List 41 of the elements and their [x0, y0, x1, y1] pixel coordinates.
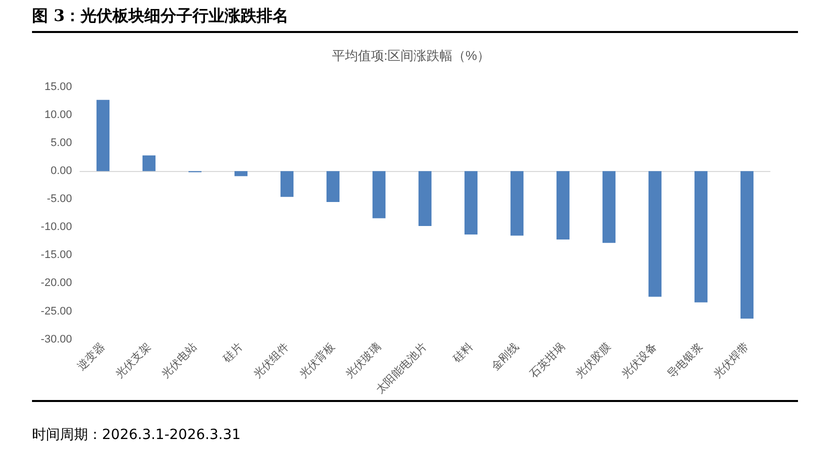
bar — [234, 171, 248, 176]
x-tick-label: 光伏电站 — [158, 340, 200, 381]
x-tick-label: 光伏支架 — [112, 340, 154, 381]
y-tick-label: -15.00 — [40, 249, 72, 262]
x-tick-label: 导电银浆 — [664, 340, 706, 381]
y-tick-label: -30.00 — [40, 333, 72, 346]
text: 时间周期：2026.3.1-2026.3.31 — [32, 400, 798, 444]
y-tick-label: -5.00 — [46, 193, 72, 206]
bar — [602, 171, 616, 243]
bar — [694, 171, 708, 302]
x-tick-label: 石英坩埚 — [526, 340, 568, 381]
bar — [326, 171, 340, 202]
bar — [372, 171, 386, 218]
bar — [418, 171, 432, 226]
x-tick-label: 硅片 — [220, 340, 246, 366]
chart-title: 图 3：光伏板块细分子行业涨跌排名 — [32, 6, 798, 33]
x-tick-label: 光伏背板 — [296, 340, 338, 381]
y-tick-label: 5.00 — [50, 137, 72, 150]
bar — [142, 155, 156, 172]
y-tick-label: 0.00 — [50, 165, 72, 178]
bar — [464, 171, 478, 234]
x-tick-label: 光伏组件 — [250, 340, 292, 381]
x-tick-label: 逆变器 — [74, 340, 108, 373]
y-tick-label: -25.00 — [40, 305, 72, 318]
y-tick-label: -10.00 — [40, 221, 72, 234]
x-tick-label: 光伏设备 — [618, 340, 660, 381]
bar — [556, 171, 570, 240]
bar — [740, 171, 754, 319]
bar — [648, 171, 662, 297]
chart-subtitle: 平均值项:区间涨跌幅（%） — [332, 48, 490, 63]
bar — [510, 171, 524, 236]
y-tick-label: -20.00 — [40, 277, 72, 290]
y-tick-label: 15.00 — [44, 81, 72, 93]
y-tick-label: 10.00 — [44, 109, 72, 122]
x-tick-label: 金刚线 — [488, 340, 522, 373]
x-tick-label: 硅料 — [450, 340, 476, 366]
bar — [96, 100, 110, 172]
x-tick-label: 光伏玻璃 — [342, 340, 384, 381]
x-tick-label: 光伏焊带 — [710, 340, 752, 381]
bar — [280, 171, 294, 197]
x-tick-label: 光伏胶膜 — [572, 340, 614, 381]
